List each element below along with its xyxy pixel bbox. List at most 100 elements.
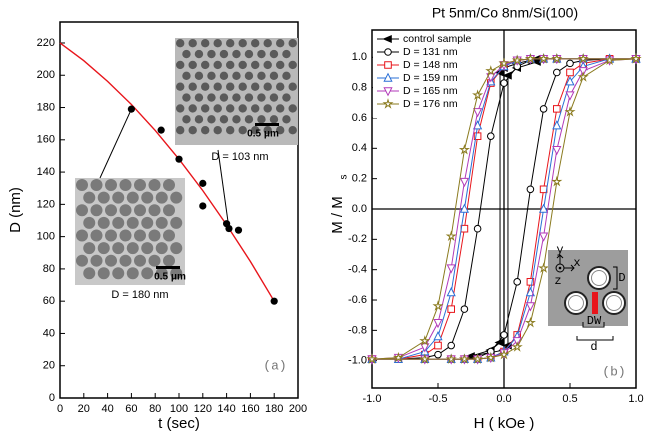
legend-label: D = 159 nm bbox=[403, 72, 458, 84]
inset-pore bbox=[170, 267, 183, 280]
inset-pore bbox=[112, 267, 125, 280]
marker bbox=[577, 52, 589, 64]
y-tick-label: -0.2 bbox=[348, 233, 367, 245]
scale-bar-label: 0.5 μm bbox=[154, 272, 186, 283]
y-tick-label: 0.4 bbox=[352, 142, 367, 154]
inset-pore bbox=[251, 126, 260, 135]
inset-pore bbox=[269, 71, 279, 81]
panel-label: (a) bbox=[263, 358, 286, 373]
inset-pore bbox=[201, 104, 210, 113]
y-tick-label: 1.0 bbox=[352, 51, 367, 63]
inset-pore bbox=[126, 267, 139, 280]
scale-bar bbox=[156, 266, 180, 269]
inset-pore bbox=[276, 82, 285, 91]
x-tick-label: 40 bbox=[101, 403, 113, 415]
legend-marker bbox=[383, 87, 393, 97]
y-tick-label: 120 bbox=[37, 198, 55, 210]
marker bbox=[524, 52, 536, 64]
inset-pore bbox=[207, 115, 216, 124]
y-tick-label: 60 bbox=[43, 295, 55, 307]
inset-pore bbox=[83, 242, 96, 255]
inset-pore bbox=[148, 204, 161, 217]
inset-pore bbox=[141, 242, 154, 255]
inset-pore bbox=[276, 104, 285, 113]
inset-pore bbox=[238, 82, 247, 91]
marker bbox=[433, 331, 443, 341]
inset-pore bbox=[155, 267, 168, 280]
inset-pore bbox=[112, 191, 125, 204]
y-tick-label: 0.6 bbox=[352, 112, 367, 124]
inset-pore bbox=[288, 60, 297, 70]
inset-pore bbox=[188, 60, 197, 70]
marker bbox=[447, 341, 456, 350]
inset-pore bbox=[90, 229, 103, 242]
y-tick-label: 220 bbox=[37, 37, 55, 49]
inset-pore bbox=[194, 93, 204, 102]
marker bbox=[552, 146, 562, 156]
inset-pore bbox=[141, 216, 154, 229]
inset-pore bbox=[263, 39, 272, 48]
inset-pore bbox=[219, 115, 229, 124]
inset-pore bbox=[269, 115, 279, 124]
inset-pore bbox=[207, 93, 216, 102]
scale-bar-label: 0.5 μm bbox=[247, 129, 279, 140]
marker bbox=[565, 76, 575, 86]
marker bbox=[472, 89, 484, 100]
y-tick-label: -1.0 bbox=[348, 355, 367, 367]
inset-pore bbox=[119, 229, 132, 242]
inset-pore bbox=[288, 104, 297, 113]
marker bbox=[513, 278, 522, 286]
x-tick-label: 200 bbox=[289, 403, 307, 415]
inset-pore bbox=[201, 39, 210, 48]
y-tick-label: 180 bbox=[37, 101, 55, 113]
y-tick-label: 40 bbox=[43, 327, 55, 339]
inset-pore bbox=[83, 267, 96, 280]
marker bbox=[445, 353, 457, 364]
inset-pore bbox=[207, 49, 216, 59]
domain-wall bbox=[592, 292, 598, 314]
axis-icon bbox=[558, 266, 562, 270]
legend-marker bbox=[383, 72, 393, 82]
panel-label: (b) bbox=[602, 364, 625, 379]
inset-pore bbox=[213, 82, 222, 91]
inset-pore bbox=[219, 93, 229, 102]
inset-pore bbox=[148, 229, 161, 242]
inset-pore bbox=[276, 126, 285, 135]
legend-marker bbox=[382, 98, 394, 109]
x-tick-label: 0.0 bbox=[496, 393, 511, 405]
inset-label: DW bbox=[587, 314, 602, 328]
marker bbox=[511, 341, 523, 352]
inset-pore bbox=[276, 60, 285, 70]
inset-pore bbox=[232, 93, 241, 102]
marker bbox=[460, 305, 469, 313]
inset-pore bbox=[126, 242, 139, 255]
inset-pore bbox=[188, 126, 197, 135]
inset-pore bbox=[141, 267, 154, 280]
inset-pore bbox=[148, 179, 161, 191]
legend-label: D = 148 nm bbox=[403, 59, 458, 71]
y-tick-label: 100 bbox=[37, 231, 55, 243]
inset-label: d bbox=[590, 340, 597, 354]
series-line bbox=[372, 58, 636, 360]
inset-pore bbox=[76, 254, 88, 267]
marker bbox=[392, 351, 404, 363]
inset-pore bbox=[170, 216, 183, 229]
legend-label: D = 176 nm bbox=[403, 98, 458, 110]
inset-pore bbox=[232, 115, 241, 124]
y-tick-label: 200 bbox=[37, 69, 55, 81]
inset-pore bbox=[263, 104, 272, 113]
y-tick-label: -0.6 bbox=[348, 294, 367, 306]
data-point bbox=[225, 224, 233, 233]
inset-pore bbox=[201, 126, 210, 135]
inset-pore bbox=[90, 254, 103, 267]
marker bbox=[446, 287, 456, 297]
inset-pore bbox=[97, 242, 110, 255]
x-tick-label: -0.5 bbox=[429, 393, 448, 405]
inset-pore bbox=[238, 60, 247, 70]
x-tick-label: 60 bbox=[125, 403, 137, 415]
y-axis-label: M / M bbox=[329, 196, 346, 234]
inset-pore bbox=[188, 39, 197, 48]
inset-pore bbox=[282, 49, 291, 59]
marker bbox=[434, 341, 442, 350]
inset-pore bbox=[105, 229, 117, 242]
